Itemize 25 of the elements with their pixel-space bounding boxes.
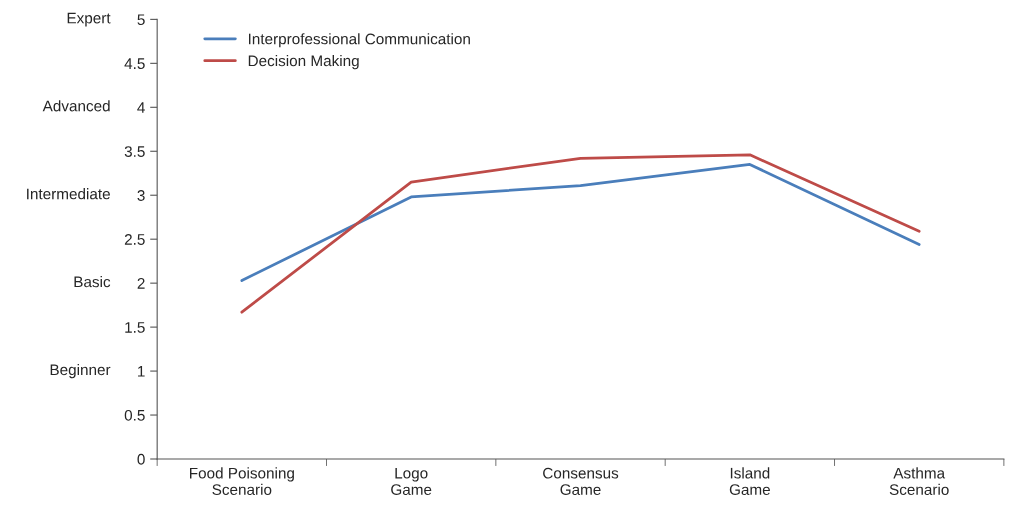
- line-series: [240, 153, 921, 314]
- legend-label: Interprofessional Communication: [248, 33, 470, 48]
- y-tick-label: 2.5: [124, 234, 145, 245]
- y-tick-label: 3: [137, 190, 145, 201]
- text: Expert: [67, 12, 111, 27]
- text: Advanced: [42, 100, 110, 112]
- y-tick-label: 1.5: [125, 322, 145, 333]
- legend-label: Decision Making: [248, 55, 359, 70]
- text: Intermediate: [27, 188, 110, 200]
- y-tick-label: 2: [137, 278, 145, 289]
- x-tick-label: Logo Game: [391, 467, 432, 496]
- y-tick-label: 0: [137, 453, 145, 465]
- y-tick-label: 3.5: [124, 146, 145, 157]
- text: Basic: [74, 276, 111, 288]
- y-tick-label: 4: [137, 102, 145, 113]
- x-tick-label: Consensus Game: [543, 467, 619, 496]
- line-series: [240, 163, 921, 282]
- x-tick-label: Island Game: [729, 467, 770, 496]
- y-tick-label: 1: [138, 366, 145, 377]
- text: Beginner: [50, 363, 111, 379]
- x-tick-label: Asthma Scenario: [889, 467, 949, 496]
- y-tick-label: 4.5: [124, 58, 145, 70]
- x-tick-label: Food Poisoning Scenario: [190, 467, 294, 496]
- y-tick-label: 5: [137, 14, 145, 26]
- y-tick-label: 0.5: [124, 409, 145, 421]
